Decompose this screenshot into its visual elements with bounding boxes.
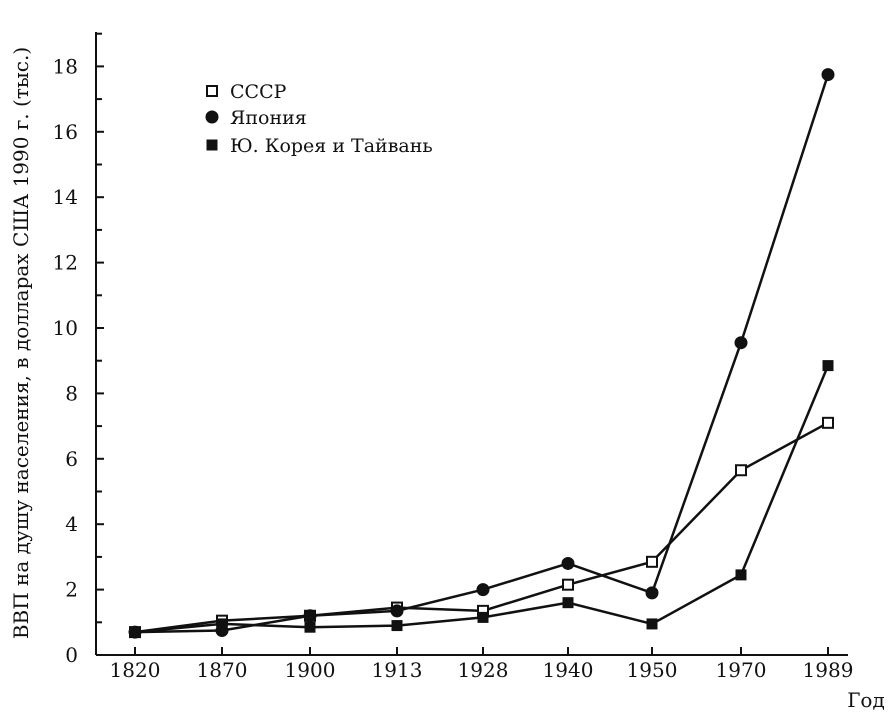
legend-label-japan: Япония (230, 107, 307, 129)
legend: СССР Япония Ю. Корея и Тайвань (205, 81, 433, 157)
data-point-ussr (646, 555, 658, 568)
y-tick-label: 4 (65, 512, 78, 536)
y-tick-label: 14 (53, 185, 78, 209)
legend-marker-ussr (206, 85, 218, 97)
data-point-korea-taiwan (646, 618, 658, 630)
y-tick-label: 0 (65, 643, 78, 667)
x-tick-label: 1870 (197, 658, 248, 682)
legend-label-korea-taiwan: Ю. Корея и Тайвань (230, 135, 433, 157)
x-axis-title: Год (847, 688, 885, 712)
data-point-korea-taiwan (391, 620, 403, 632)
data-point-korea-taiwan (822, 360, 834, 372)
y-tick-label: 18 (53, 54, 78, 78)
data-point-japan (476, 583, 490, 597)
series-line-japan (134, 74, 830, 634)
data-point-korea-taiwan (216, 618, 228, 630)
x-tick-label: 1950 (627, 658, 678, 682)
y-tick-label: 16 (53, 120, 78, 144)
y-tick-label: 2 (65, 578, 78, 602)
series-ussr (129, 416, 834, 639)
series-line-ussr (134, 421, 829, 634)
series-group (128, 68, 835, 639)
data-point-japan (390, 604, 404, 618)
data-point-ussr (822, 416, 834, 429)
axes: 0 2 4 6 8 10 12 14 16 18 1820 1870 1900 1913 1928 1940 1… (53, 32, 854, 682)
y-tick-label: 6 (65, 447, 78, 471)
y-tick-label: 12 (53, 251, 78, 275)
data-point-ussr (735, 464, 747, 477)
x-tick-label: 1928 (458, 658, 509, 682)
legend-item-korea-taiwan: Ю. Корея и Тайвань (206, 135, 433, 157)
data-point-japan (734, 336, 748, 350)
legend-item-ussr: СССР (206, 81, 287, 103)
x-tick-label: 1900 (285, 658, 336, 682)
y-tick-label: 8 (65, 381, 78, 405)
legend-label-ussr: СССР (230, 81, 287, 103)
x-tick-label: 1820 (110, 658, 161, 682)
data-point-korea-taiwan (304, 621, 316, 633)
data-point-korea-taiwan (735, 569, 747, 581)
data-point-korea-taiwan (477, 611, 489, 623)
data-point-japan (561, 556, 575, 570)
legend-marker-korea-taiwan (206, 139, 218, 151)
legend-item-japan: Япония (205, 107, 307, 129)
data-point-japan (303, 609, 317, 623)
data-point-japan (645, 586, 659, 600)
x-tick-label: 1913 (372, 658, 423, 682)
x-tick-label: 1940 (543, 658, 594, 682)
data-point-japan (821, 68, 835, 82)
y-axis-title: ВВП на душу населения, в долларах США 19… (9, 47, 33, 639)
y-tick-label: 10 (53, 316, 78, 340)
data-point-ussr (562, 578, 574, 591)
x-tick-label: 1970 (716, 658, 767, 682)
data-point-korea-taiwan (129, 626, 141, 638)
x-tick-label: 1989 (803, 658, 854, 682)
series-korea-taiwan (129, 360, 834, 638)
legend-marker-japan (205, 110, 219, 124)
data-point-korea-taiwan (562, 597, 574, 609)
